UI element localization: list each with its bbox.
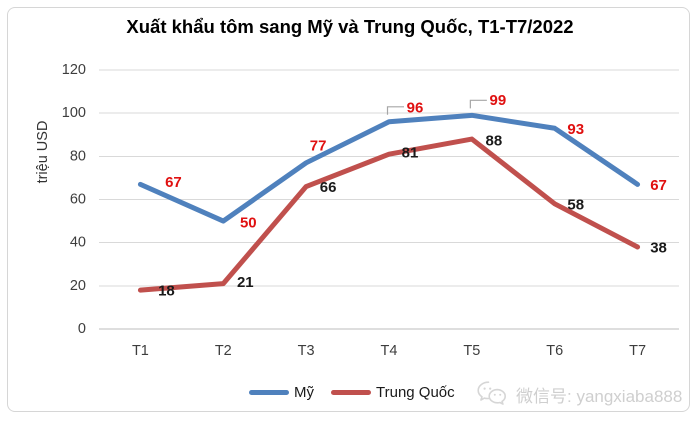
data-label: 67 — [650, 177, 667, 194]
data-label: 38 — [650, 239, 667, 256]
watermark-text: 微信号: yangxiaba888 — [516, 386, 683, 406]
x-tick-label: T5 — [463, 343, 480, 359]
data-label: 66 — [320, 179, 337, 196]
legend-line-trung-quoc — [331, 390, 371, 395]
data-label: 77 — [310, 137, 327, 154]
data-label: 88 — [486, 133, 503, 150]
y-tick-label: 60 — [70, 192, 86, 208]
data-label: 99 — [490, 92, 507, 109]
legend-label-my: Mỹ — [294, 384, 314, 401]
series-line-1 — [137, 136, 641, 293]
wechat-icon — [477, 381, 506, 405]
y-tick-label: 120 — [62, 62, 86, 78]
legend-item-my: Mỹ — [249, 384, 314, 401]
data-label: 58 — [567, 196, 584, 213]
y-tick-label: 0 — [78, 321, 86, 337]
data-label: 93 — [567, 121, 584, 138]
label-leader-line — [469, 99, 487, 109]
x-tick-label: T3 — [298, 343, 315, 359]
y-tick-label: 20 — [70, 278, 86, 294]
legend-line-my — [249, 390, 289, 395]
series-line-0 — [137, 112, 641, 224]
y-tick-label: 80 — [70, 148, 86, 164]
data-label: 81 — [402, 145, 419, 162]
data-label: 18 — [158, 283, 175, 300]
legend: Mỹ Trung Quốc — [249, 384, 455, 401]
data-label: 67 — [165, 174, 182, 191]
x-tick-label: T7 — [629, 343, 646, 359]
label-leader-line — [386, 106, 404, 115]
data-label: 21 — [237, 274, 254, 291]
x-tick-label: T4 — [381, 343, 398, 359]
x-tick-label: T2 — [215, 343, 232, 359]
data-label: 96 — [407, 99, 424, 116]
x-tick-label: T1 — [132, 343, 149, 359]
data-label: 50 — [240, 215, 257, 232]
watermark: 微信号: yangxiaba888 — [476, 380, 682, 408]
chart-title: Xuất khẩu tôm sang Mỹ và Trung Quốc, T1-… — [126, 16, 574, 37]
y-tick-label: 40 — [70, 235, 86, 251]
x-tick-label: T6 — [546, 343, 563, 359]
legend-item-trung-quoc: Trung Quốc — [331, 384, 455, 401]
legend-label-trung-quoc: Trung Quốc — [376, 384, 455, 401]
chart-frame — [7, 7, 690, 412]
y-tick-label: 100 — [62, 105, 86, 121]
